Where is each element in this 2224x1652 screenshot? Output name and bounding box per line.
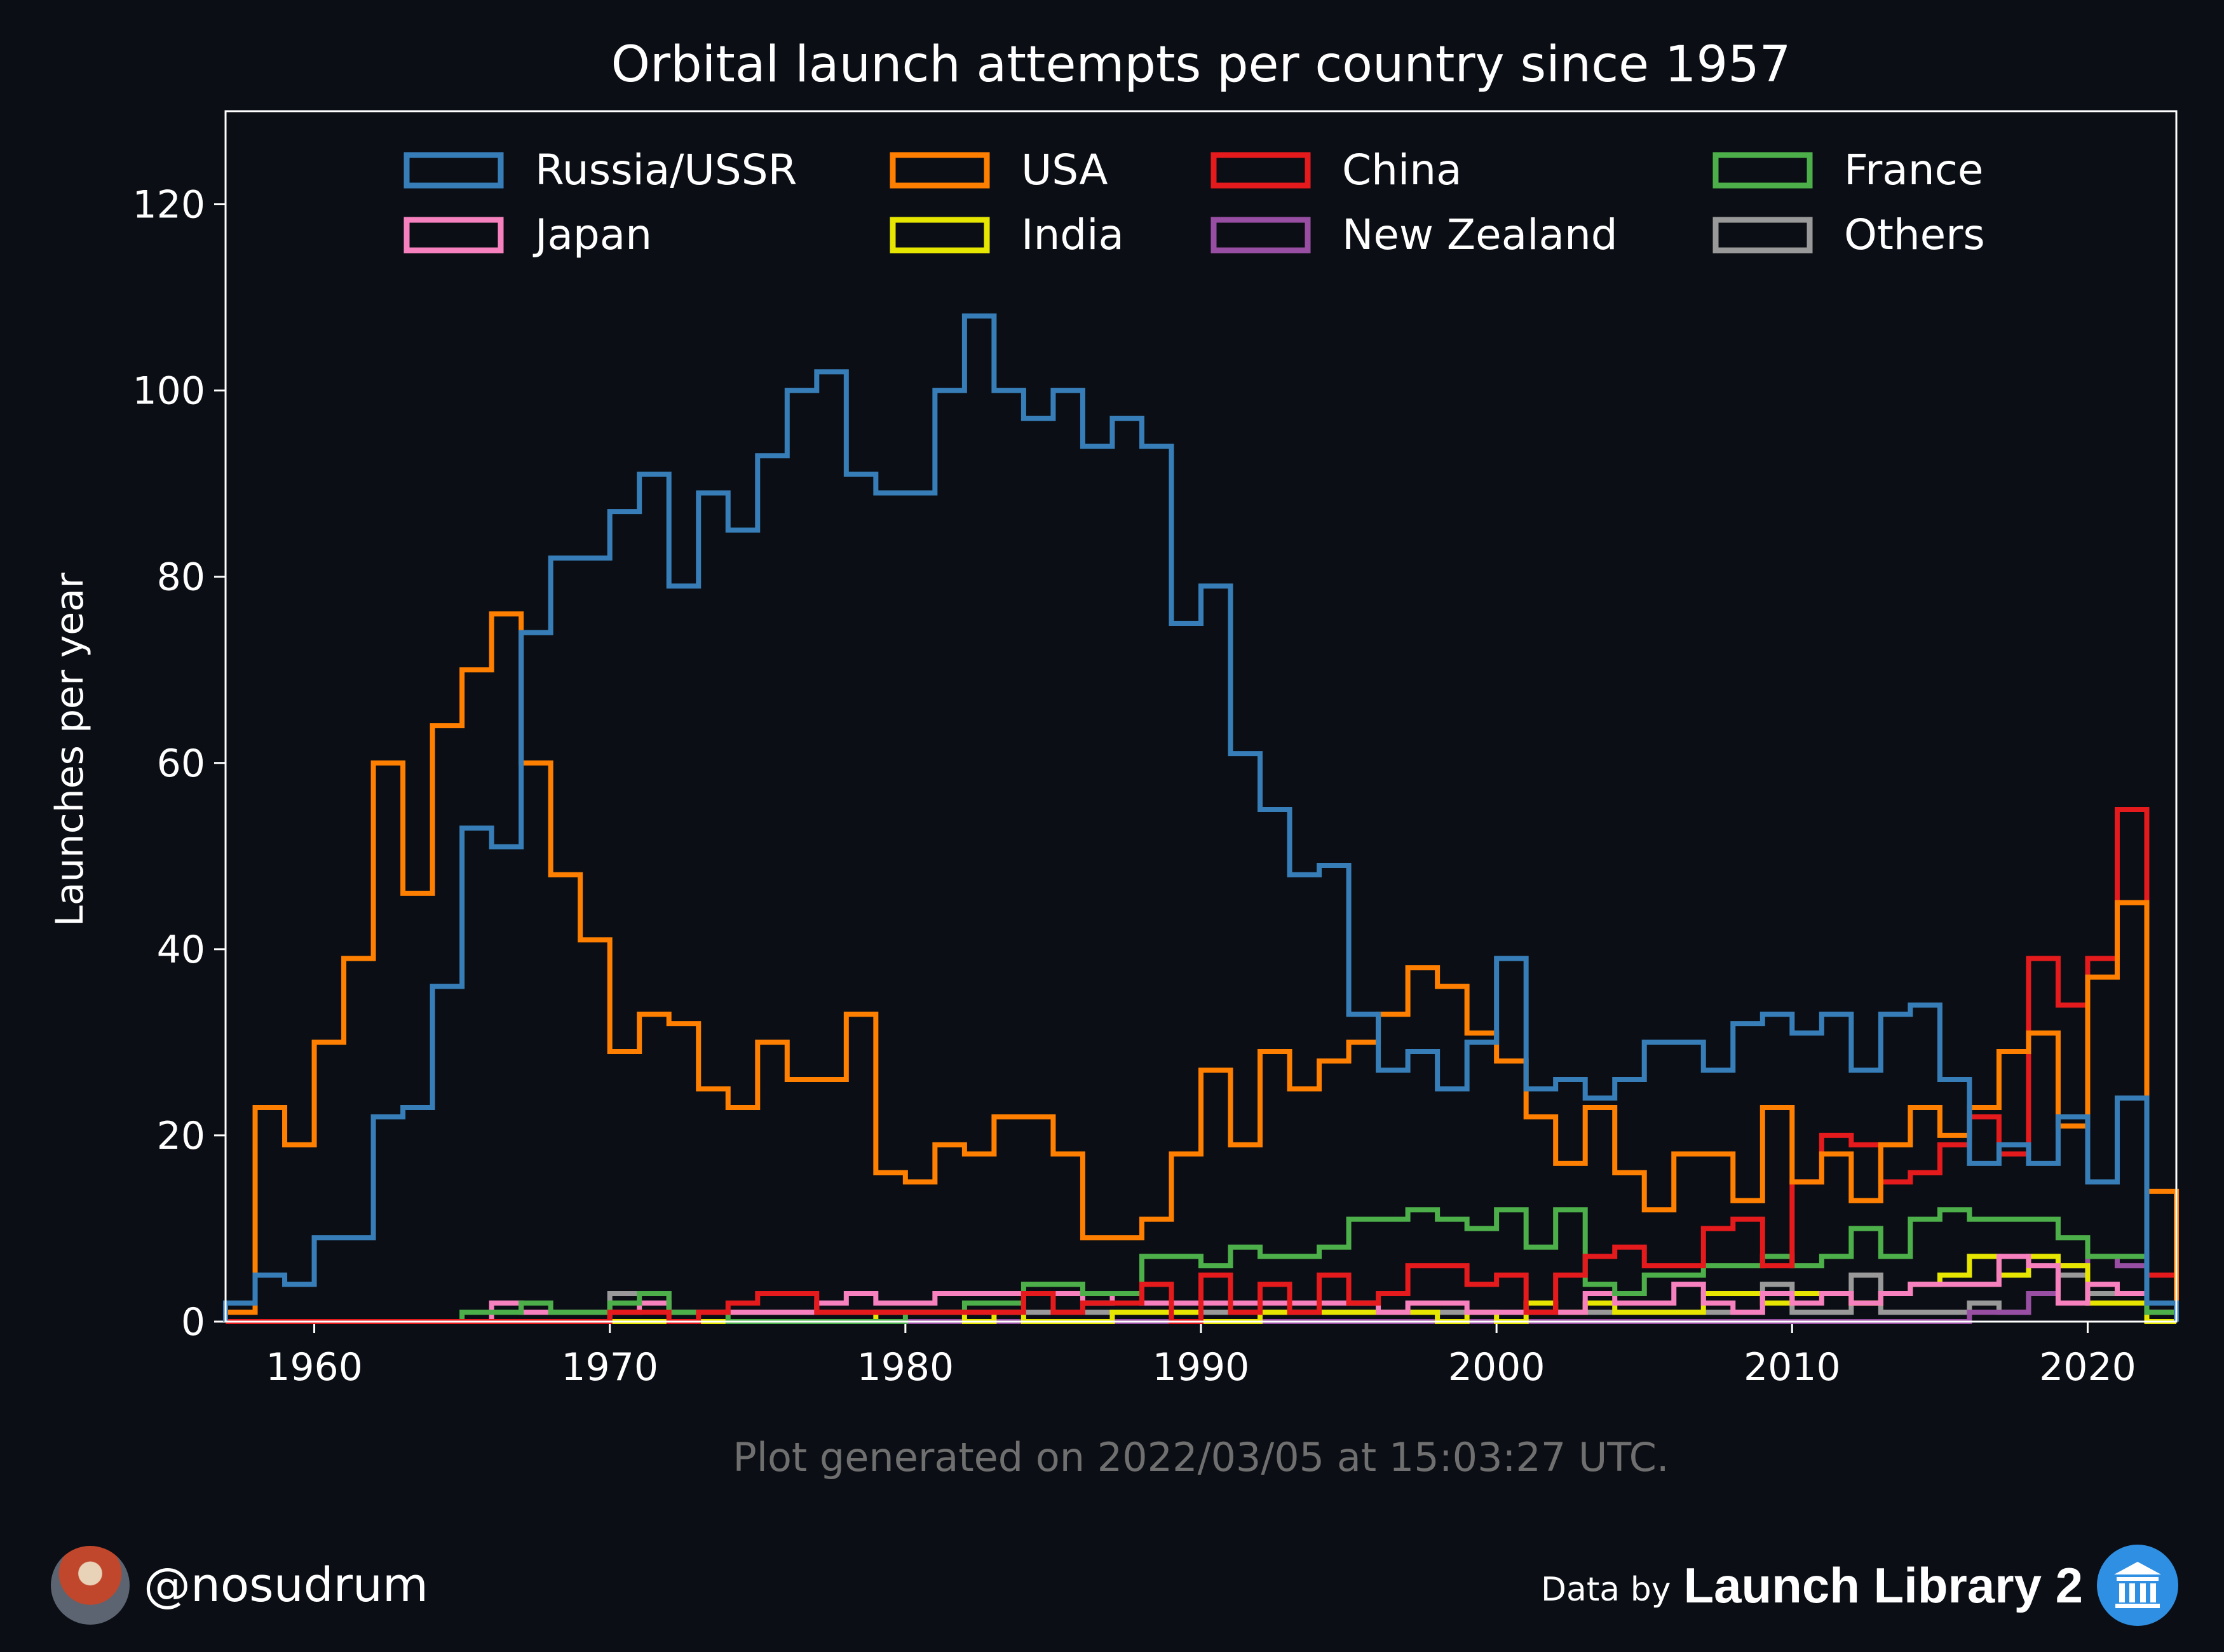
legend-swatch-japan	[403, 217, 504, 254]
x-tick-label: 1970	[561, 1345, 658, 1390]
y-axis-label: Launches per year	[48, 572, 92, 926]
legend-swatch-russia-ussr	[403, 152, 504, 189]
legend-label-usa: USA	[1021, 146, 1108, 194]
y-tick-label: 100	[132, 369, 205, 414]
y-tick-label: 60	[157, 741, 205, 786]
series-line-usa	[223, 611, 2179, 1322]
x-tick-label: 1990	[1153, 1345, 1250, 1390]
legend-label-india: India	[1021, 210, 1124, 259]
axis-ticks: 1960 1970 1980 1990 2000 2010 2020 0 20 40 60 80 100…	[132, 183, 2136, 1390]
x-tick-label: 1960	[266, 1345, 363, 1390]
legend-swatch-usa	[890, 152, 990, 189]
legend-label-new-zealand: New Zealand	[1342, 210, 1618, 259]
generated-note: Plot generated on 2022/03/05 at 15:03:27…	[733, 1434, 1669, 1480]
x-tick-label: 1980	[857, 1345, 954, 1390]
y-tick-label: 40	[157, 928, 205, 972]
y-tick-label: 0	[181, 1300, 205, 1344]
legend-label-japan: Japan	[532, 210, 652, 259]
x-tick-label: 2020	[2039, 1345, 2136, 1390]
legend-swatch-china	[1210, 152, 1311, 189]
series-layer	[223, 313, 2179, 1324]
legend-label-france: France	[1844, 146, 1983, 194]
legend-label-china: China	[1342, 146, 1462, 194]
library-icon	[2097, 1545, 2178, 1626]
legend: Russia/USSR USA China France Japan India New Z…	[403, 146, 1985, 259]
avatar	[51, 1546, 130, 1625]
y-tick-label: 120	[132, 183, 205, 227]
x-tick-label: 2000	[1448, 1345, 1545, 1390]
chart-title: Orbital launch attempts per country sinc…	[611, 36, 1791, 93]
legend-swatch-india	[890, 217, 990, 254]
author-handle: @nosudrum	[144, 1558, 429, 1613]
author-credit: @nosudrum	[51, 1544, 428, 1627]
legend-label-others: Others	[1844, 210, 1985, 259]
series-line-china	[226, 807, 2179, 1324]
series-line-russia-ussr	[223, 313, 2179, 1322]
x-tick-label: 2010	[1744, 1345, 1841, 1390]
y-tick-label: 80	[157, 555, 205, 600]
plot-frame	[224, 110, 2178, 1323]
legend-swatch-others	[1712, 217, 1813, 254]
data-source-credit: Data by Launch Library 2	[1541, 1544, 2178, 1627]
y-tick-label: 20	[157, 1114, 205, 1158]
series-line-france	[226, 1207, 2179, 1324]
legend-swatch-france	[1712, 152, 1813, 189]
source-prefix: Data by	[1541, 1571, 1671, 1609]
source-name: Launch Library 2	[1683, 1557, 2084, 1613]
legend-swatch-new-zealand	[1210, 217, 1311, 254]
legend-label-russia-ussr: Russia/USSR	[535, 146, 797, 194]
